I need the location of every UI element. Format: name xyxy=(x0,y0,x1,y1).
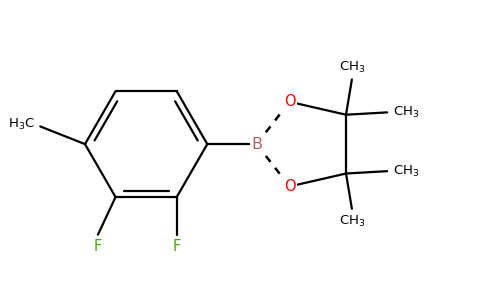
Text: CH$_3$: CH$_3$ xyxy=(393,164,420,179)
Text: F: F xyxy=(94,239,102,254)
Text: CH$_3$: CH$_3$ xyxy=(393,105,420,120)
Text: B: B xyxy=(251,136,262,152)
Text: O: O xyxy=(284,179,295,194)
Text: CH$_3$: CH$_3$ xyxy=(339,60,365,75)
Text: O: O xyxy=(284,94,295,109)
Text: H$_3$C: H$_3$C xyxy=(8,117,34,132)
Text: F: F xyxy=(173,239,181,254)
Text: CH$_3$: CH$_3$ xyxy=(339,214,365,229)
